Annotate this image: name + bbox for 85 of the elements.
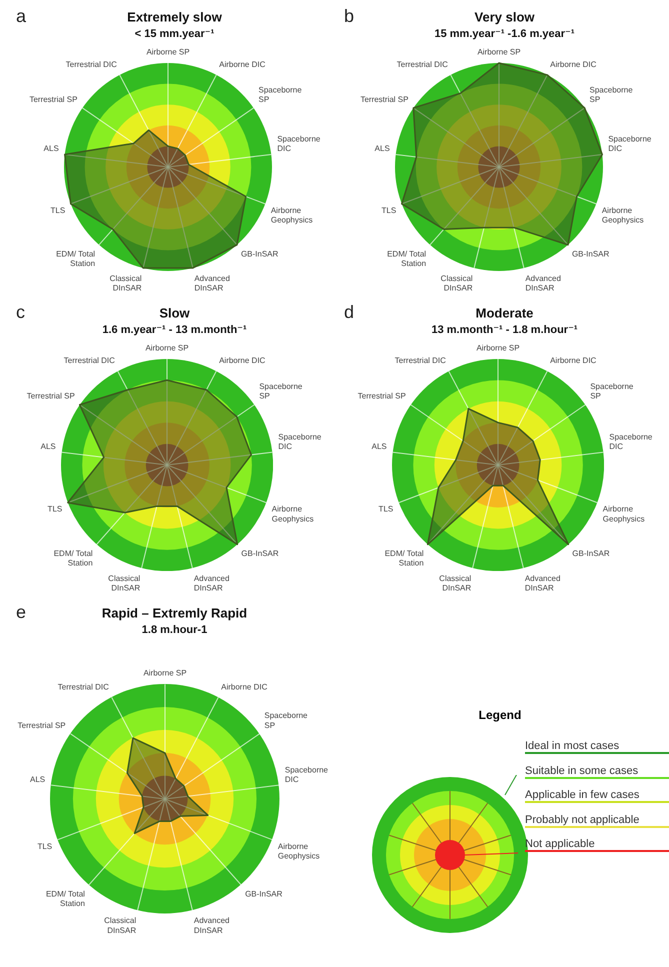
spoke-label: Spaceborne SP [590,85,634,104]
spoke-label: Airborne SP [477,47,521,56]
spoke-label: Advanced DInSAR [194,916,230,935]
spoke-label: Terrestrial SP [18,720,66,730]
spoke-label: EDM/ Total Station [387,249,426,268]
spoke-label: Terrestrial DIC [58,682,110,692]
spoke-label: Terrestrial DIC [66,60,118,70]
text: c [16,302,25,323]
spoke-label: Spaceborne SP [590,382,634,401]
spoke-label: ALS [372,442,387,451]
spoke-label: GB-InSAR [572,249,610,258]
chart-subtitle: 1.8 m.hour-1 [142,624,208,636]
spoke-label: Airborne Geophysics [278,842,320,860]
spoke-label: Terrestrial DIC [396,60,448,70]
spoke-label: ALS [44,144,59,154]
spoke-label: Spaceborne DIC [284,765,329,784]
chart-title: Extremely slow [127,9,223,24]
spoke-label: Classical DInSAR [108,574,140,592]
spoke-label: TLS [381,206,396,216]
spoke-label: TLS [50,206,66,216]
spoke-label: Airborne Geophysics [270,206,313,225]
spoke-label: Airborne DIC [221,682,268,692]
spoke-label: Spaceborne DIC [609,432,653,451]
spoke-label: Terrestrial DIC [64,356,116,366]
spoke-label: Classical DInSAR [110,274,142,292]
spoke-label: Advanced DInSAR [194,574,230,592]
spoke-label: Airborne Geophysics [602,504,645,524]
spoke-label: Airborne SP [476,343,520,352]
text: b [344,6,354,27]
spoke-label: Terrestrial SP [29,94,78,104]
spoke-label: ALS [374,144,390,154]
spoke-label: GB-InSAR [241,548,279,558]
text: a [16,6,26,27]
spoke-label: Classical DInSAR [440,274,473,292]
chart-subtitle: 15 mm.year⁻¹ -1.6 m.year⁻¹ [434,28,575,40]
spoke-label: Spaceborne SP [259,382,303,401]
chart-title: Rapid – Extremly Rapid [102,605,248,620]
text: d [344,302,354,323]
spoke-label: GB-InSAR [240,249,279,258]
spoke-label: Airborne SP [145,343,189,352]
text: Ideal in most cases [525,740,669,754]
spoke-label: EDM/ Total Station [56,249,96,268]
spoke-label: TLS [48,504,62,514]
text: Applicable in few cases [525,789,669,803]
spoke-label: GB-InSAR [245,889,283,898]
spoke-label: EDM/ Total Station [46,889,86,908]
spoke-label: Airborne DIC [219,356,266,366]
spoke-label: Advanced DInSAR [525,274,561,292]
spoke-label: Airborne Geophysics [602,206,644,225]
text: Legend [478,708,522,722]
spoke-label: Spaceborne DIC [608,134,652,154]
spoke-label: Airborne Geophysics [272,504,314,524]
spoke-label: TLS [378,504,394,514]
spoke-label: Airborne DIC [550,60,597,70]
chart-title: Moderate [476,305,534,320]
spoke-label: Terrestrial SP [26,392,75,401]
spoke-label: ALS [30,774,46,784]
spoke-label: Advanced DInSAR [194,274,230,292]
spoke-label: Airborne SP [146,47,190,56]
text: Suitable in some cases [525,764,669,778]
chart-title: Very slow [474,9,536,24]
spoke-label: Spaceborne DIC [277,134,321,154]
chart-subtitle: 1.6 m.year⁻¹ - 13 m.month⁻¹ [102,324,247,336]
spoke-label: Spaceborne SP [258,85,302,104]
spoke-label: Airborne DIC [219,60,266,70]
spoke-label: Spaceborne DIC [278,432,322,451]
text: e [16,602,26,623]
spoke-label: GB-InSAR [572,548,610,558]
spoke-label: Classical DInSAR [104,916,136,935]
spoke-label: Classical DInSAR [439,574,472,592]
chart-subtitle: 13 m.month⁻¹ - 1.8 m.hour⁻¹ [431,324,578,336]
text: Probably not applicable [525,814,669,828]
spoke-label: Terrestrial SP [360,94,408,104]
spoke-label: Spaceborne SP [264,711,308,730]
spoke-label: Advanced DInSAR [524,574,560,592]
spoke-label: TLS [37,842,52,851]
spoke-label: Airborne DIC [550,356,597,366]
spoke-label: EDM/ Total Station [384,548,424,568]
spoke-label: Airborne SP [143,668,187,678]
spoke-label: EDM/ Total Station [54,548,93,568]
chart-title: Slow [159,305,191,320]
spoke-label: Terrestrial SP [358,392,406,401]
chart-subtitle: < 15 mm.year⁻¹ [134,28,215,40]
spoke-label: ALS [40,442,56,451]
spoke-label: Terrestrial DIC [394,356,446,366]
